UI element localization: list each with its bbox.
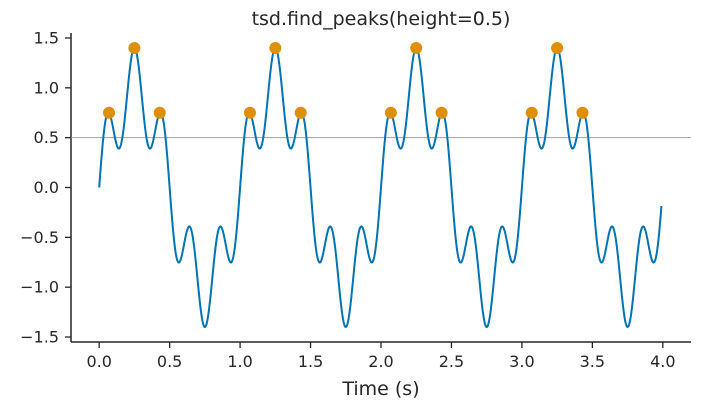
y-axis-ticks: −1.5 −1.0 −0.5 0.0 0.5 1.0 1.5 bbox=[20, 28, 71, 347]
x-tick-label: 3.0 bbox=[509, 352, 534, 371]
x-tick-label: 1.0 bbox=[227, 352, 252, 371]
x-tick-label: 0.5 bbox=[157, 352, 182, 371]
peak-marker bbox=[103, 106, 116, 119]
peak-markers bbox=[103, 41, 589, 119]
x-tick-label: 4.0 bbox=[650, 352, 675, 371]
y-tick-label: −1.5 bbox=[20, 328, 59, 347]
y-tick-label: 0.0 bbox=[34, 178, 59, 197]
y-tick-label: 1.5 bbox=[34, 28, 59, 47]
x-tick-label: 0.0 bbox=[86, 352, 111, 371]
x-axis-title: Time (s) bbox=[341, 378, 419, 400]
peak-marker bbox=[243, 106, 256, 119]
peak-marker bbox=[525, 106, 538, 119]
y-tick-label: −1.0 bbox=[20, 278, 59, 297]
peak-marker bbox=[128, 41, 141, 54]
y-tick-label: 0.5 bbox=[34, 128, 59, 147]
peak-marker bbox=[294, 106, 307, 119]
x-tick-label: 3.5 bbox=[580, 352, 605, 371]
peak-marker bbox=[269, 41, 282, 54]
peak-marker bbox=[435, 106, 448, 119]
peak-marker bbox=[153, 106, 166, 119]
x-tick-label: 2.0 bbox=[368, 352, 393, 371]
peak-marker bbox=[576, 106, 589, 119]
peak-marker bbox=[551, 41, 564, 54]
chart-title: tsd.find_peaks(height=0.5) bbox=[252, 8, 511, 30]
peak-marker bbox=[410, 41, 423, 54]
x-tick-label: 1.5 bbox=[298, 352, 323, 371]
x-axis-ticks: 0.0 0.5 1.0 1.5 2.0 2.5 3.0 3.5 4.0 bbox=[86, 342, 676, 371]
y-tick-label: 1.0 bbox=[34, 78, 59, 97]
x-tick-label: 2.5 bbox=[439, 352, 464, 371]
peak-marker bbox=[384, 106, 397, 119]
y-tick-label: −0.5 bbox=[20, 228, 59, 247]
signal-series-line bbox=[98, 46, 663, 329]
